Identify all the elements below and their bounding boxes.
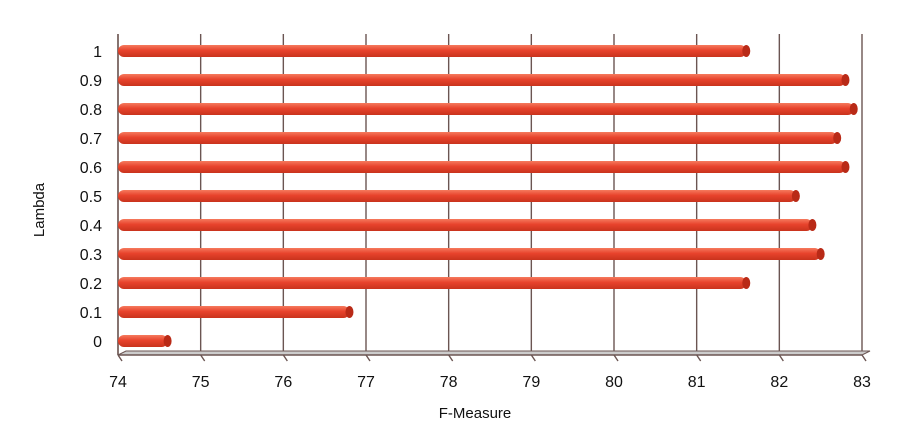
bar-end-cap	[833, 132, 842, 144]
bar-body	[118, 306, 350, 318]
bar-body	[118, 277, 747, 289]
bar-end-cap	[791, 190, 800, 202]
grid-line-depth	[613, 354, 619, 362]
x-axis-title: F-Measure	[439, 405, 512, 422]
bar-end-cap	[808, 219, 817, 231]
bar-end-cap	[816, 248, 825, 260]
bar-body	[118, 45, 747, 57]
bar-body	[118, 74, 846, 86]
grid-line-depth	[365, 354, 371, 362]
x-tick-label: 79	[522, 374, 540, 391]
grid-line-depth	[861, 354, 867, 362]
bar-0.2	[118, 277, 751, 289]
y-tick-label: 0	[93, 334, 102, 351]
grid-line-depth	[282, 354, 288, 362]
bar-body	[118, 190, 796, 202]
chart-floor	[117, 350, 871, 356]
y-tick-label: 0.7	[80, 131, 102, 148]
y-tick-label: 0.4	[80, 218, 102, 235]
y-tick-label: 0.3	[80, 247, 102, 264]
y-tick-label: 0.9	[80, 73, 102, 90]
bar-0.1	[118, 306, 354, 318]
bar-0	[118, 335, 172, 347]
y-tick-label: 1	[93, 44, 102, 61]
bars	[118, 45, 858, 347]
x-tick-label: 81	[688, 374, 706, 391]
bar-end-cap	[841, 74, 850, 86]
x-tick-labels: 74 75 76 77 78 79 80 81 82 83	[109, 374, 871, 391]
y-tick-label: 0.8	[80, 102, 102, 119]
bar-body	[118, 335, 168, 347]
bar-1	[118, 45, 751, 57]
bar-0.3	[118, 248, 825, 260]
x-tick-label: 76	[274, 374, 292, 391]
bar-end-cap	[849, 103, 858, 115]
bar-end-cap	[742, 277, 751, 289]
bar-0.9	[118, 74, 850, 86]
x-tick-label: 83	[853, 374, 871, 391]
x-tick-label: 80	[605, 374, 623, 391]
y-tick-label: 0.2	[80, 276, 102, 293]
bar-body	[118, 248, 821, 260]
bar-0.6	[118, 161, 850, 173]
bar-body	[118, 161, 846, 173]
grid-line-depth	[117, 354, 123, 362]
bar-end-cap	[841, 161, 850, 173]
y-axis-title: Lambda	[31, 182, 48, 237]
grid-line-depth	[200, 354, 206, 362]
x-tick-label: 77	[357, 374, 375, 391]
bar-0.7	[118, 132, 842, 144]
bar-body	[118, 103, 854, 115]
x-tick-label: 75	[192, 374, 210, 391]
bar-0.8	[118, 103, 858, 115]
bar-end-cap	[163, 335, 172, 347]
bar-end-cap	[742, 45, 751, 57]
x-tick-label: 78	[440, 374, 458, 391]
x-tick-label: 74	[109, 374, 127, 391]
bar-end-cap	[345, 306, 354, 318]
bar-body	[118, 132, 838, 144]
grid-line-depth	[530, 354, 536, 362]
y-tick-label: 0.6	[80, 160, 102, 177]
bar-body	[118, 219, 813, 231]
x-tick-label: 82	[770, 374, 788, 391]
bar-0.4	[118, 219, 817, 231]
y-tick-labels: 0 0.1 0.2 0.3 0.4 0.5 0.6 0.7 0.8 0.9 1	[80, 44, 102, 351]
grid-line-depth	[696, 354, 702, 362]
y-tick-label: 0.5	[80, 189, 102, 206]
grid-line-depth	[448, 354, 454, 362]
grid-line-depth	[778, 354, 784, 362]
y-tick-label: 0.1	[80, 305, 102, 322]
bar-0.5	[118, 190, 800, 202]
